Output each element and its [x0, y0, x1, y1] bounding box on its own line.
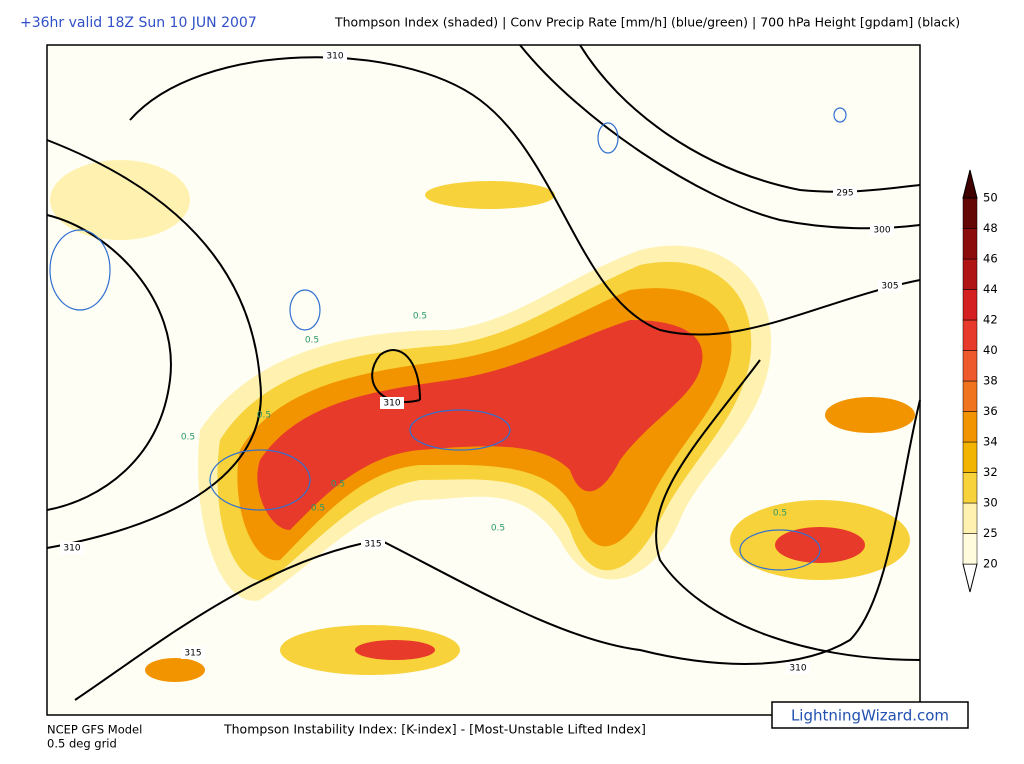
colorbar-label: 48: [983, 221, 998, 235]
precip-contour-label: 0.5: [331, 480, 345, 490]
contour-label-bg: [786, 662, 810, 674]
colorbar-label: 36: [983, 404, 998, 418]
height-contour-label: 310: [789, 664, 806, 674]
colorbar-label: 38: [983, 374, 998, 388]
colorbar-high-arrow: [962, 169, 978, 199]
contour-label-bg: [361, 538, 385, 550]
colorbar-swatch: [962, 258, 978, 290]
colorbar-label: 32: [983, 465, 998, 479]
contour-label-bg: [380, 397, 404, 409]
colorbar-swatch: [962, 502, 978, 534]
precip-contour-label: 0.5: [311, 504, 325, 514]
colorbar-label: 25: [983, 526, 998, 540]
precip-contour-label: 0.5: [305, 336, 319, 346]
colorbar-swatch: [962, 472, 978, 504]
map-frame: [46, 44, 921, 716]
shade-40: [257, 320, 703, 530]
fields-title: Thompson Index (shaded) | Conv Precip Ra…: [334, 15, 960, 30]
map-area: [46, 44, 921, 716]
shade-baltic: [425, 181, 555, 209]
height-contour-label: 305: [881, 282, 898, 292]
colorbar-swatch: [962, 411, 978, 443]
colorbar-label: 50: [983, 191, 998, 205]
precip-contour-label: 0.5: [773, 509, 787, 519]
height-contour-label: 300: [873, 226, 890, 236]
contour: [129, 56, 921, 336]
contour: [519, 44, 921, 230]
shade-sw: [145, 658, 205, 682]
colorbar-label: 42: [983, 313, 998, 327]
colorbar-swatch: [962, 289, 978, 321]
contour-label-bg: [60, 542, 84, 554]
height-contour-label: 295: [836, 189, 853, 199]
contour-label-bg: [878, 280, 902, 292]
contour-label-bg: [181, 647, 205, 659]
precip-contour: [409, 409, 511, 451]
colorbar-swatch: [962, 319, 978, 351]
precip-contour-label: 0.5: [181, 433, 195, 443]
precip-contour: [49, 229, 111, 311]
instability-shading: [50, 160, 915, 682]
height-contour-label: 315: [184, 649, 201, 659]
contour-label-bg: [833, 187, 857, 199]
colorbar-swatch: [962, 228, 978, 260]
precip-contour-label: 0.5: [491, 524, 505, 534]
watermark: LightningWizard.com: [791, 707, 949, 725]
shade-east-core: [775, 527, 865, 563]
contour: [46, 214, 172, 511]
colorbar-swatch: [962, 380, 978, 412]
contour: [46, 139, 262, 549]
contour: [655, 359, 921, 661]
precip-contour-label: 0.5: [257, 411, 271, 421]
contour-label-bg: [323, 50, 347, 62]
colorbar-swatch: [962, 197, 978, 229]
height-contours: [46, 44, 921, 701]
precip-contours: [49, 107, 847, 571]
precip-contour: [833, 107, 847, 123]
precip-contour: [597, 122, 619, 154]
colorbar-swatch: [962, 533, 978, 565]
shade-ne: [825, 397, 915, 433]
watermark-box: [771, 701, 969, 729]
contour-label-bg: [870, 224, 894, 236]
precip-contour: [739, 529, 821, 571]
colorbar-label: 44: [983, 282, 998, 296]
precip-contour: [209, 449, 311, 511]
contour: [579, 44, 921, 193]
model-label: NCEP GFS Model: [47, 723, 142, 737]
colorbar-label: 20: [983, 557, 998, 571]
shade-atlantic: [50, 160, 190, 240]
shade-africa-core: [355, 640, 435, 660]
height-contour-label: 310: [63, 544, 80, 554]
colorbar-swatch: [962, 350, 978, 382]
precip-contour: [289, 289, 321, 331]
colorbar-label: 34: [983, 435, 998, 449]
colorbar-label: 30: [983, 496, 998, 510]
colorbar-swatch: [962, 441, 978, 473]
valid-time: +36hr valid 18Z Sun 10 JUN 2007: [20, 15, 257, 31]
index-label: Thompson Instability Index: [K-index] - …: [223, 722, 646, 737]
colorbar-label: 46: [983, 252, 998, 266]
height-contour-label: 310: [383, 399, 400, 409]
grid-label: 0.5 deg grid: [47, 737, 117, 751]
colorbar-label: 40: [983, 343, 998, 357]
contour: [74, 399, 921, 701]
height-contour-label: 310: [326, 52, 343, 62]
height-contour-label: 315: [364, 540, 381, 550]
precip-contour-label: 0.5: [413, 312, 427, 322]
